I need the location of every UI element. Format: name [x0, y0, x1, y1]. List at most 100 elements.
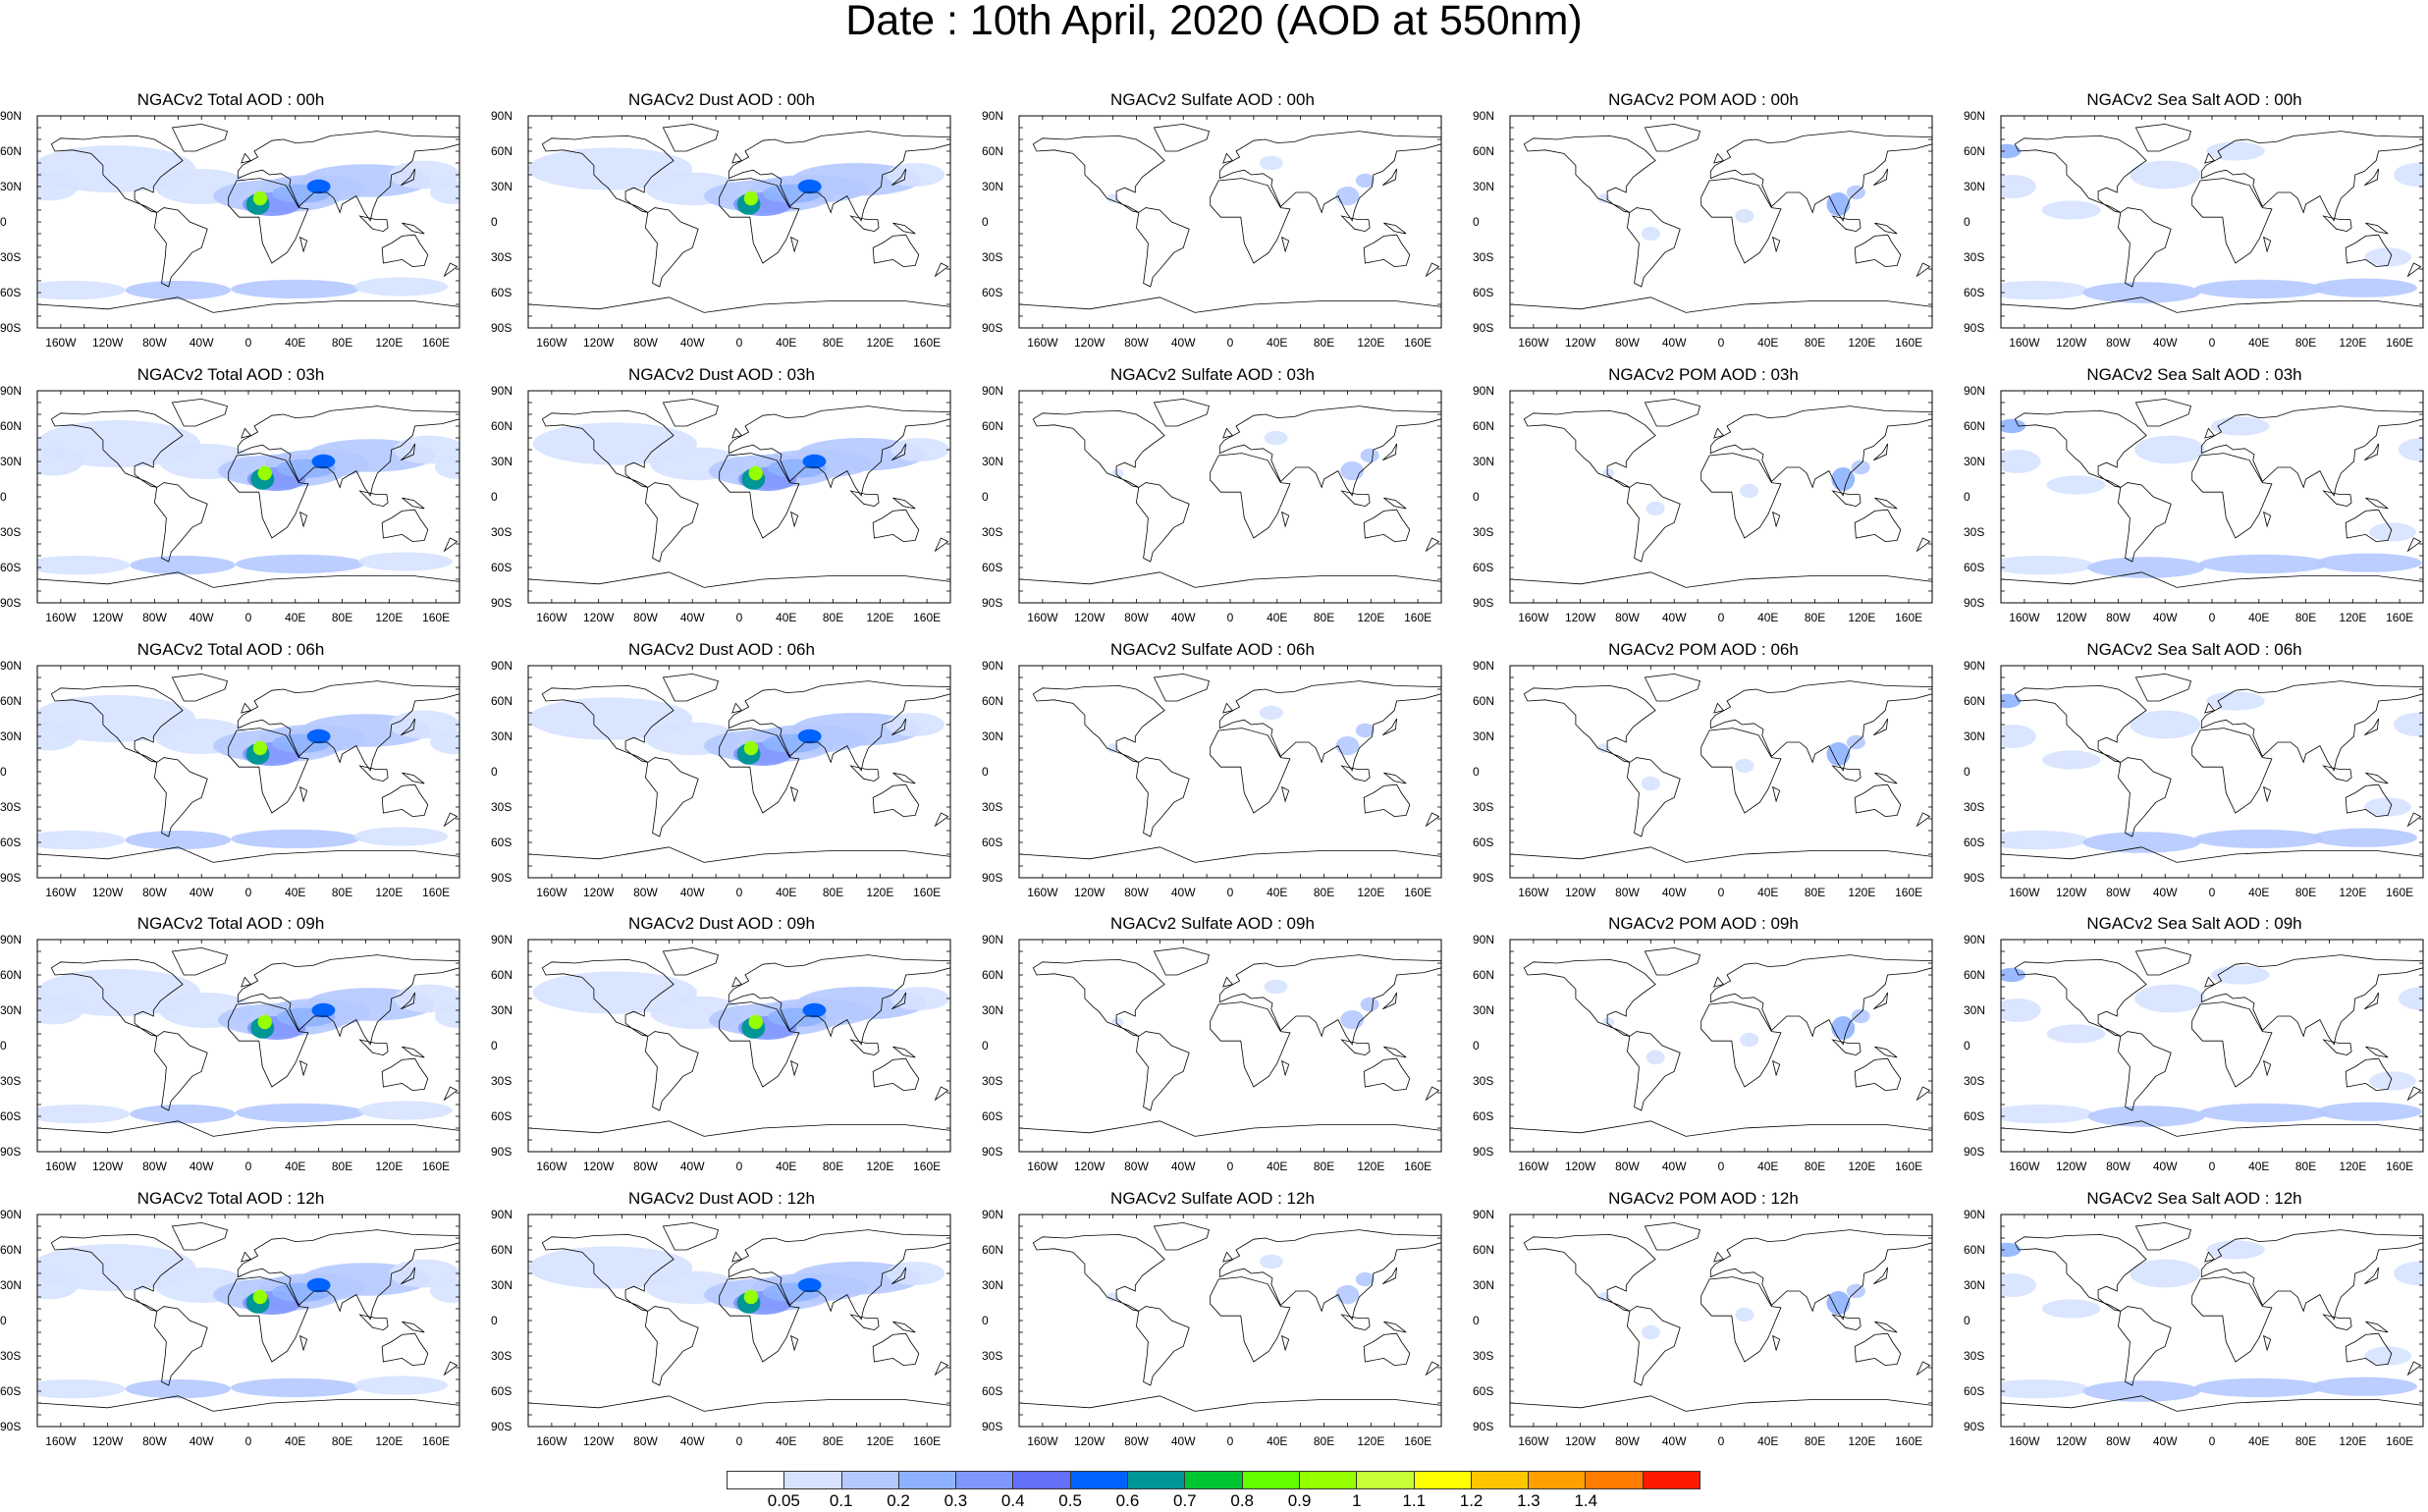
- lat-tick-label: 0: [1964, 765, 1970, 779]
- aod-field-patch: [358, 552, 453, 571]
- aod-field-patch: [37, 996, 83, 1025]
- lon-tick-label: 160E: [1404, 886, 1432, 899]
- lat-tick-label: 90N: [1473, 1208, 1495, 1221]
- coastline: [2014, 958, 2147, 1037]
- lat-tick-label: 30S: [1964, 800, 1985, 814]
- lon-tick-label: 120E: [1357, 336, 1385, 350]
- coastline: [2191, 1276, 2273, 1363]
- lon-tick-label: 80E: [822, 1160, 844, 1173]
- lat-tick-label: 90N: [982, 933, 1004, 946]
- aod-field-patch: [125, 281, 232, 300]
- lon-tick-label: 40W: [2152, 1160, 2178, 1173]
- colorbar-tick-label: 0.05: [767, 1491, 800, 1510]
- lon-tick-label: 80W: [142, 611, 167, 624]
- aod-field-patch: [1826, 742, 1851, 766]
- lon-tick-label: 120W: [1564, 886, 1596, 899]
- coastline: [1713, 427, 1725, 439]
- aod-field-patch: [235, 1103, 365, 1122]
- coastline: [1709, 954, 1932, 1046]
- lon-tick-label: 40W: [189, 336, 214, 350]
- lon-tick-label: 40E: [1267, 1160, 1288, 1173]
- aod-map: [1018, 1214, 1442, 1428]
- aod-field-patch: [1831, 1016, 1856, 1040]
- lat-tick-label: 60S: [0, 836, 22, 849]
- aod-field-patch: [311, 1002, 336, 1018]
- colorbar-tick-label: 1: [1352, 1491, 1362, 1510]
- coastline: [402, 1046, 425, 1058]
- coastline: [872, 1332, 920, 1367]
- coastline: [153, 1031, 208, 1111]
- lat-tick-label: 30N: [1964, 455, 1986, 468]
- aod-map: [2000, 665, 2424, 879]
- lat-tick-label: 90N: [491, 109, 513, 123]
- coastline: [528, 846, 950, 878]
- panel-title: NGACv2 Dust AOD : 12h: [628, 1189, 815, 1208]
- lon-tick-label: 160W: [45, 1160, 77, 1173]
- lon-tick-label: 80W: [1615, 611, 1640, 624]
- lon-tick-label: 80W: [142, 886, 167, 899]
- lon-tick-label: 120E: [866, 886, 894, 899]
- lon-tick-label: 120E: [1848, 1434, 1876, 1448]
- aod-map: [1509, 115, 1933, 329]
- panel-title: NGACv2 Dust AOD : 00h: [628, 90, 815, 109]
- aod-field-patch: [2001, 143, 2022, 159]
- lon-tick-label: 80E: [1804, 1160, 1826, 1173]
- lat-tick-label: 60N: [491, 968, 513, 982]
- lat-tick-label: 90S: [491, 1145, 513, 1159]
- aod-field-patch: [2394, 163, 2423, 187]
- lon-tick-label: 80W: [1124, 1160, 1149, 1173]
- coastline: [2365, 772, 2389, 784]
- aod-field-patch: [306, 1277, 331, 1293]
- lon-tick-label: 40E: [2248, 336, 2270, 350]
- map-frame: [527, 115, 951, 329]
- coastline: [1153, 946, 1210, 976]
- coastline: [1709, 131, 1932, 222]
- aod-field-patch: [1106, 1292, 1119, 1302]
- lon-tick-label: 80E: [822, 886, 844, 899]
- panel-title: NGACv2 Total AOD : 12h: [136, 1189, 325, 1208]
- aod-field-patch: [748, 465, 763, 481]
- coastline: [1700, 728, 1782, 814]
- coastline: [1915, 812, 1931, 828]
- lat-tick-label: 90N: [0, 659, 23, 673]
- coastline: [228, 1001, 309, 1088]
- aod-field-patch: [37, 695, 196, 742]
- aod-field-patch: [2001, 175, 2036, 198]
- lon-tick-label: 120W: [1073, 336, 1106, 350]
- colorbar-tick-label: 0.5: [1058, 1491, 1082, 1510]
- aod-field-patch: [528, 697, 693, 740]
- coastline: [731, 152, 743, 164]
- coastline: [1222, 976, 1234, 988]
- aod-field-patch: [1851, 459, 1870, 475]
- lat-tick-label: 30N: [982, 180, 1004, 193]
- map-frame: [1018, 939, 1442, 1153]
- map-panel-pom-row3: NGACv2 POM AOD : 09h 90N 60N 30N 0 30S 60S 90S 1…: [1473, 914, 1934, 1179]
- map-frame: [1509, 665, 1933, 879]
- coastline: [1153, 1221, 1210, 1251]
- coastline: [2014, 1233, 2147, 1312]
- coastline: [2191, 1001, 2273, 1088]
- aod-field-patch: [2311, 828, 2418, 847]
- aod-field-patch: [528, 1246, 693, 1289]
- lon-tick-label: 40E: [1757, 886, 1779, 899]
- coastline: [728, 405, 950, 497]
- aod-field-patch: [2082, 282, 2201, 303]
- coastline: [728, 131, 950, 222]
- lat-tick-label: 0: [491, 490, 498, 504]
- lon-tick-label: 160W: [536, 336, 567, 350]
- aod-colorbar: [727, 1471, 1700, 1489]
- coastline: [891, 1267, 906, 1285]
- aod-map: [36, 665, 460, 879]
- lon-tick-label: 80E: [331, 886, 353, 899]
- coastline: [443, 1086, 459, 1102]
- lat-tick-label: 30S: [1964, 1074, 1985, 1088]
- coastline: [719, 178, 800, 264]
- map-frame: [527, 390, 951, 604]
- map-panel-sulfate-row1: NGACv2 Sulfate AOD : 03h 90N 60N 30N 0 30S 60S…: [982, 365, 1443, 630]
- panel-title: NGACv2 POM AOD : 09h: [1608, 914, 1799, 933]
- coastline: [1218, 954, 1441, 1046]
- lon-tick-label: 40E: [1757, 1160, 1779, 1173]
- lon-tick-label: 40E: [285, 1160, 306, 1173]
- colorbar-tick-label: 0.1: [829, 1491, 853, 1510]
- lat-tick-label: 0: [982, 1039, 989, 1053]
